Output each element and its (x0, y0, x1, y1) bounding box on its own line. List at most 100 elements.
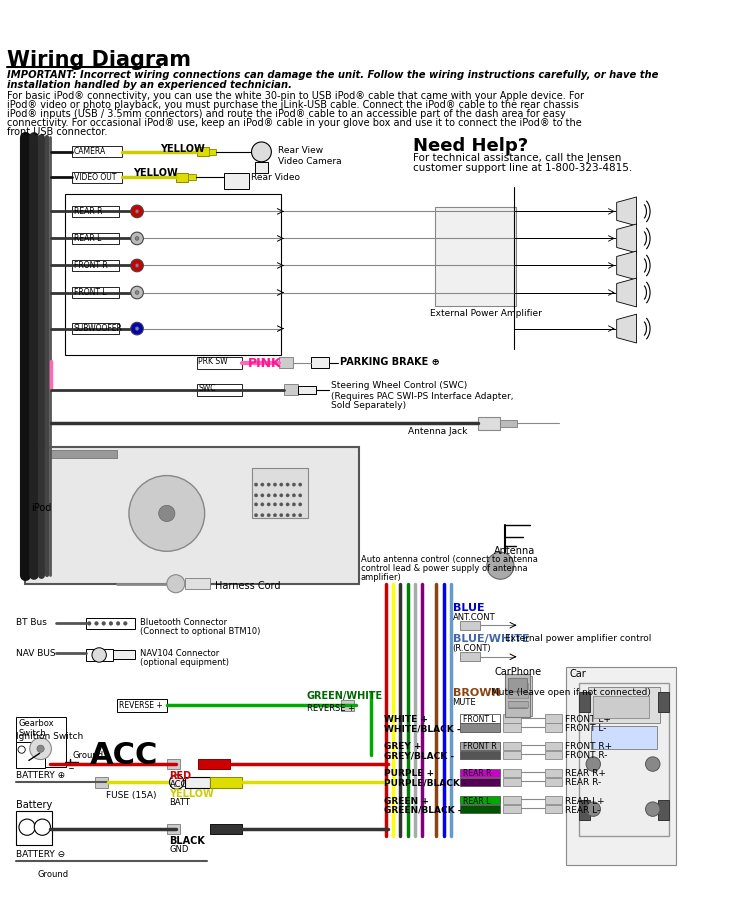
Circle shape (135, 237, 139, 241)
Circle shape (260, 494, 264, 497)
Text: iPod® video or photo playback, you must purchase the jLink-USB cable. Connect th: iPod® video or photo playback, you must … (8, 100, 579, 110)
Text: Ground: Ground (38, 869, 69, 879)
Text: External power amplifier control: External power amplifier control (505, 634, 652, 644)
Bar (579, 800, 590, 820)
Bar (545, 741, 562, 750)
Circle shape (267, 502, 270, 506)
Circle shape (167, 574, 185, 593)
Text: BROWN: BROWN (452, 689, 501, 698)
Bar (94, 776, 108, 787)
Bar (505, 676, 532, 716)
Text: Bluetooth Connector: Bluetooth Connector (140, 618, 226, 627)
Bar (503, 741, 521, 750)
Circle shape (286, 514, 289, 517)
Text: REAR R+: REAR R+ (565, 770, 606, 778)
Circle shape (292, 483, 295, 486)
Bar (72, 206, 119, 217)
Text: FRONT L-: FRONT L- (565, 725, 607, 733)
Circle shape (646, 802, 660, 816)
Circle shape (92, 648, 106, 662)
Bar (460, 805, 501, 813)
Text: GREY/BLACK -: GREY/BLACK - (384, 751, 455, 761)
Text: GREEN/BLACK -: GREEN/BLACK - (384, 806, 461, 814)
Circle shape (94, 621, 98, 625)
Text: Steering Wheel Control (SWC): Steering Wheel Control (SWC) (331, 381, 467, 390)
Text: Auto antenna control (connect to antenna: Auto antenna control (connect to antenna (361, 555, 538, 564)
Text: Battery: Battery (16, 800, 53, 810)
Circle shape (286, 483, 289, 486)
Bar (341, 700, 354, 711)
Text: PINK: PINK (248, 357, 282, 370)
Text: For basic iPod® connectivity, you can use the white 30-pin to USB iPod® cable th: For basic iPod® connectivity, you can us… (8, 90, 584, 100)
Bar (210, 823, 242, 834)
Circle shape (254, 494, 257, 497)
Text: control lead & power supply of antenna: control lead & power supply of antenna (361, 564, 527, 573)
Text: Rear Video: Rear Video (251, 172, 300, 182)
Bar (255, 161, 268, 172)
Circle shape (260, 483, 264, 486)
Text: Car: Car (570, 669, 587, 680)
Bar (501, 420, 516, 427)
Bar (509, 692, 528, 698)
Text: REAR L+: REAR L+ (565, 797, 605, 806)
Circle shape (273, 514, 276, 517)
Text: REVERSE +: REVERSE + (119, 701, 163, 710)
Bar (65, 195, 282, 355)
Text: (Requires PAC SWI-PS Interface Adapter,: (Requires PAC SWI-PS Interface Adapter, (331, 392, 513, 401)
Bar (311, 358, 329, 368)
Text: Harness Cord: Harness Cord (214, 581, 280, 591)
Text: Rear View
Video Camera: Rear View Video Camera (278, 147, 341, 166)
Bar (503, 796, 521, 804)
Circle shape (135, 264, 139, 267)
Bar (72, 147, 122, 158)
Text: PURPLE +: PURPLE + (384, 770, 434, 778)
Text: SUBWOOFER: SUBWOOFER (74, 325, 123, 333)
Circle shape (292, 502, 295, 506)
Circle shape (159, 505, 175, 522)
Text: Ignition Switch: Ignition Switch (16, 732, 84, 740)
Polygon shape (617, 224, 636, 253)
Text: Ground: Ground (72, 751, 103, 761)
Text: customer support line at 1-800-323-4815.: customer support line at 1-800-323-4815. (413, 162, 632, 172)
Bar (588, 688, 660, 724)
Text: REVERSE +: REVERSE + (307, 703, 355, 713)
Text: ACC: ACC (170, 780, 187, 789)
Circle shape (135, 290, 139, 294)
Text: PURPLE/BLACK -: PURPLE/BLACK - (384, 778, 467, 787)
Text: REAR R: REAR R (464, 770, 492, 778)
Text: BATTERY ⊖: BATTERY ⊖ (16, 850, 66, 858)
Circle shape (135, 326, 139, 330)
Bar (72, 324, 119, 334)
Text: YELLOW: YELLOW (134, 168, 178, 178)
Text: SWC: SWC (199, 384, 216, 394)
Bar (72, 233, 119, 243)
Text: BLUE: BLUE (452, 603, 484, 613)
Circle shape (18, 746, 25, 753)
Circle shape (254, 502, 257, 506)
Text: Antenna Jack: Antenna Jack (408, 427, 467, 436)
Bar (503, 769, 521, 776)
Text: IMPORTANT: Incorrect wiring connections can damage the unit. Follow the wiring i: IMPORTANT: Incorrect wiring connections … (8, 70, 658, 80)
Bar (460, 741, 501, 750)
Circle shape (279, 483, 283, 486)
Circle shape (267, 494, 270, 497)
Text: GREY +: GREY + (384, 742, 421, 751)
Circle shape (131, 323, 143, 335)
Bar (117, 699, 167, 712)
Circle shape (116, 621, 120, 625)
Circle shape (260, 514, 264, 517)
Text: YELLOW: YELLOW (170, 789, 214, 799)
Text: Antenna: Antenna (494, 546, 535, 556)
Text: External Power Amplifier: External Power Amplifier (430, 309, 542, 318)
Bar (72, 287, 119, 298)
Circle shape (88, 621, 91, 625)
Bar (185, 776, 210, 787)
Polygon shape (617, 278, 636, 307)
Circle shape (279, 494, 283, 497)
Bar (503, 715, 521, 723)
Bar (509, 701, 528, 707)
Bar (545, 751, 562, 759)
Text: connectivity. For occasional iPod® use, keep an iPod® cable in your glove box an: connectivity. For occasional iPod® use, … (8, 118, 582, 127)
Bar (196, 357, 242, 369)
Bar (460, 796, 501, 804)
